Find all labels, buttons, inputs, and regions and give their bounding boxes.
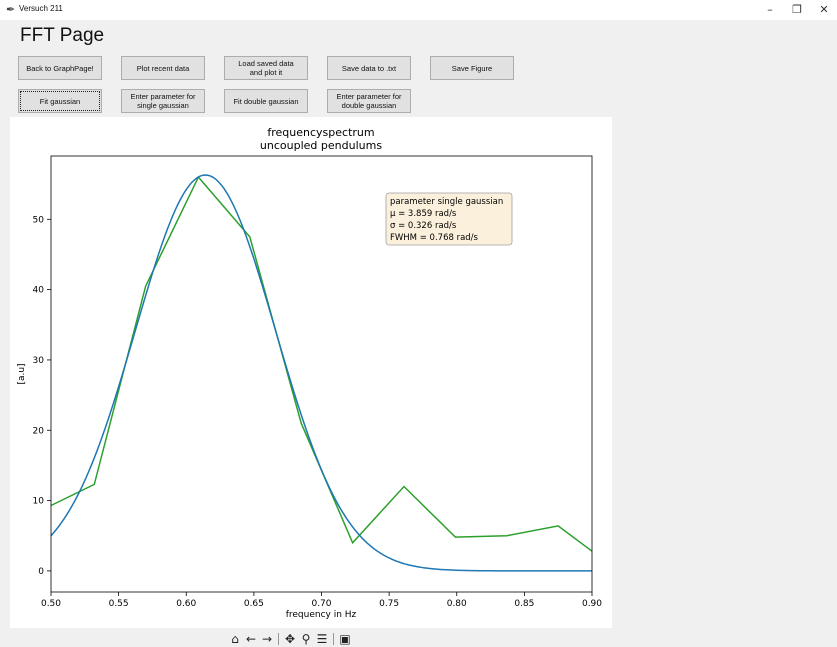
zoom-icon[interactable]: ⚲ [301, 631, 311, 646]
x-tick-label: 0.85 [514, 599, 534, 609]
y-tick-label: 40 [33, 286, 45, 296]
parameter-line-2: μ = 3.859 rad/s [390, 209, 457, 219]
fit-double-gaussian-button[interactable]: Fit double gaussian [224, 89, 308, 113]
x-tick-label: 0.60 [176, 599, 196, 609]
x-tick-label: 0.75 [379, 599, 399, 609]
feather-icon: ✒ [6, 3, 16, 16]
y-axis-label: [a.u] [17, 363, 27, 384]
configure-subplots-icon[interactable]: ☰ [316, 631, 328, 646]
window-title: Versuch 211 [19, 4, 63, 13]
plot-recent-data-button[interactable]: Plot recent data [121, 56, 205, 80]
pan-icon[interactable]: ✥ [284, 631, 296, 646]
y-tick-label: 0 [38, 567, 44, 577]
back-to-graphpage-button[interactable]: Back to GraphPage! [18, 56, 102, 80]
parameter-line-3: σ = 0.326 rad/s [390, 221, 457, 231]
plot-canvas[interactable]: frequencyspectrum uncoupled pendulums 0.… [10, 117, 612, 628]
x-tick-label: 0.80 [447, 599, 467, 609]
fit-gaussian-button[interactable]: Fit gaussian [18, 89, 102, 113]
enter-single-gaussian-button[interactable]: Enter parameter for single gaussian [121, 89, 205, 113]
title-bar: ✒ Versuch 211 – ❐ ✕ [0, 0, 837, 20]
minimize-button[interactable]: – [767, 3, 773, 16]
y-tick-label: 20 [33, 426, 45, 436]
parameter-box-background [385, 192, 513, 246]
enter-double-gaussian-button[interactable]: Enter parameter for double gaussian [327, 89, 411, 113]
fft-chart: frequencyspectrum uncoupled pendulums 0.… [17, 126, 602, 620]
restore-button[interactable]: ❐ [792, 3, 802, 16]
x-tick-label: 0.55 [109, 599, 129, 609]
navigation-toolbar: ⌂ ← → ✥ ⚲ ☰ ▣ [228, 630, 352, 647]
fit-parameter-box: parameter single gaussian μ = 3.859 rad/… [385, 192, 513, 246]
x-axis-label: frequency in Hz [286, 610, 357, 620]
chart-subtitle: uncoupled pendulums [260, 139, 382, 152]
x-tick-label: 0.65 [244, 599, 264, 609]
close-button[interactable]: ✕ [819, 3, 829, 16]
y-tick-label: 30 [33, 356, 45, 366]
load-saved-data-button[interactable]: Load saved data and plot it [224, 56, 308, 80]
home-icon[interactable]: ⌂ [231, 631, 239, 646]
toolbar-separator [333, 632, 334, 645]
y-tick-label: 50 [33, 215, 45, 225]
forward-arrow-icon[interactable]: → [261, 631, 273, 646]
save-figure-button[interactable]: Save Figure [430, 56, 514, 80]
toolbar-separator [278, 632, 279, 645]
parameter-line-4: FWHM = 0.768 rad/s [390, 233, 479, 243]
chart-title: frequencyspectrum [267, 126, 374, 139]
parameter-line-1: parameter single gaussian [390, 197, 503, 207]
x-tick-label: 0.70 [311, 599, 331, 609]
x-tick-label: 0.90 [582, 599, 602, 609]
back-arrow-icon[interactable]: ← [245, 631, 257, 646]
gaussian-fit-line [50, 174, 592, 572]
save-icon[interactable]: ▣ [339, 631, 351, 646]
x-tick-label: 0.50 [41, 599, 61, 609]
page-title: FFT Page [20, 25, 105, 46]
save-data-txt-button[interactable]: Save data to .txt [327, 56, 411, 80]
y-tick-label: 10 [33, 497, 45, 507]
